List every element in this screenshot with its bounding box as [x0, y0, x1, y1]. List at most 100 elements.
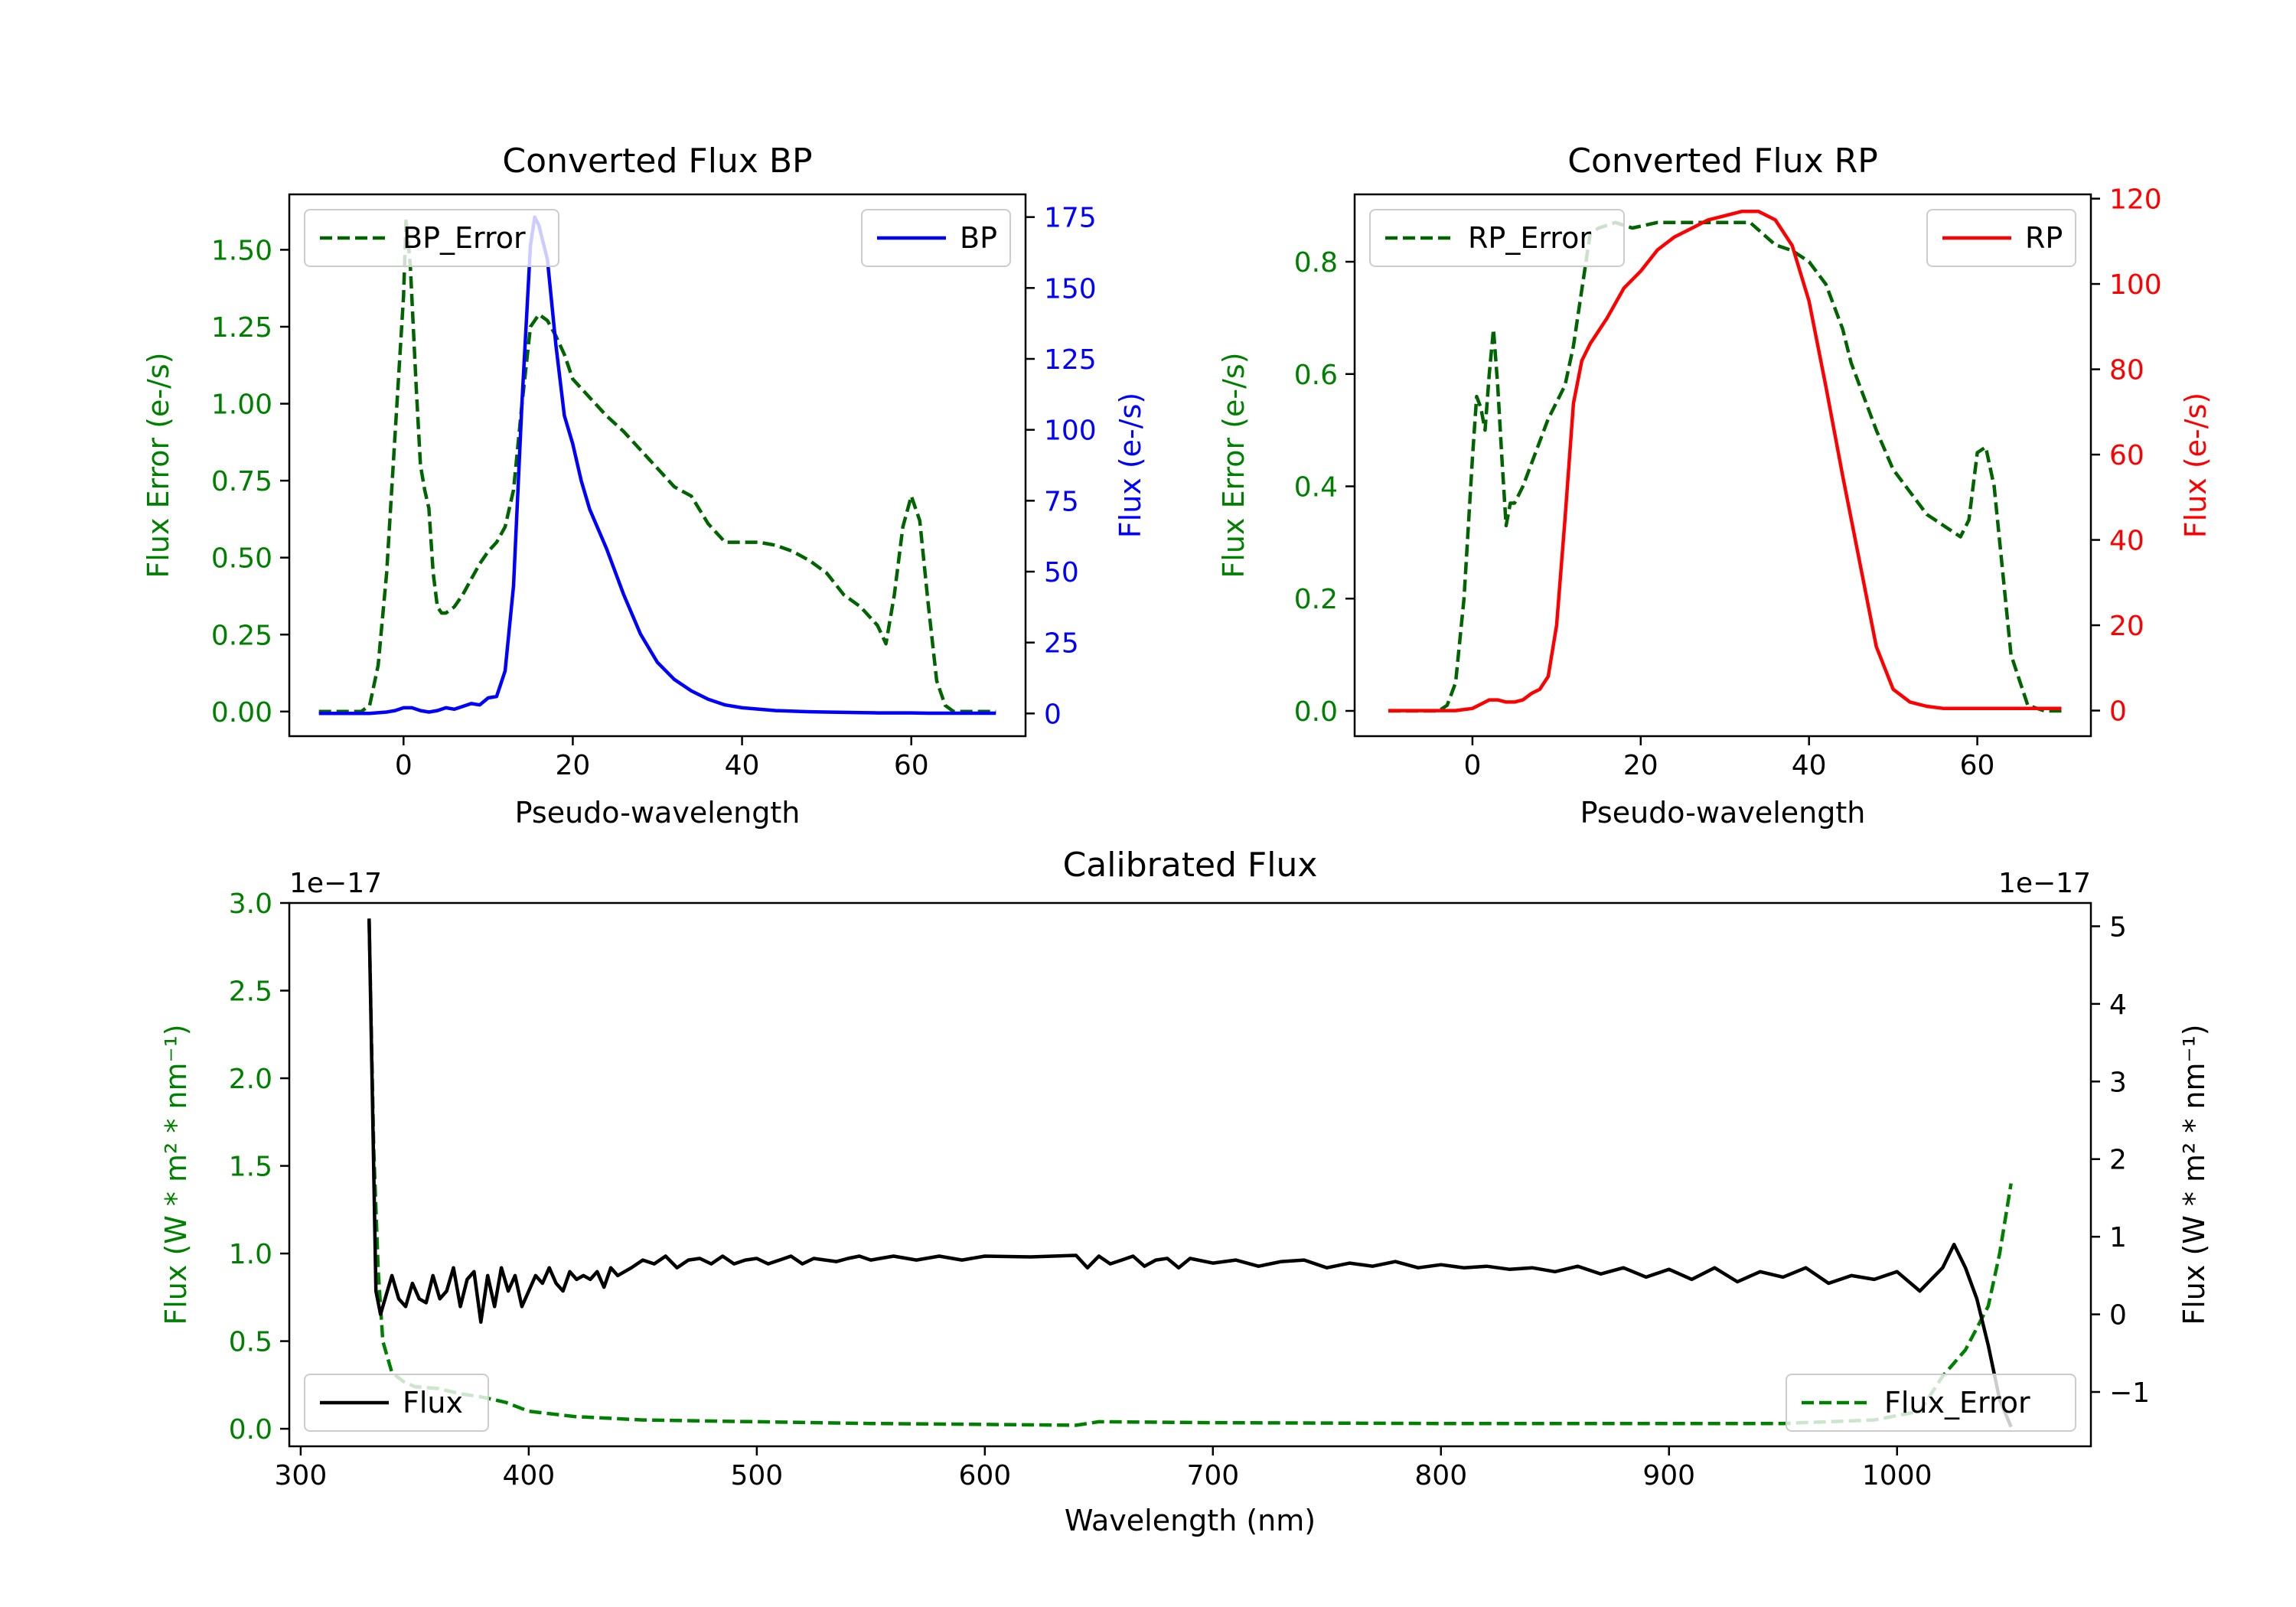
x-tick-label: 800 — [1414, 1460, 1467, 1491]
x-tick-label: 600 — [958, 1460, 1011, 1491]
y-right-tick-label: 1 — [2109, 1222, 2127, 1253]
y-right-tick-label: 25 — [1044, 628, 1079, 660]
chart-title: Converted Flux BP — [502, 142, 812, 181]
x-tick-label: 700 — [1186, 1460, 1239, 1491]
y-right-tick-label: 80 — [2109, 355, 2144, 386]
y-left-tick-label: 1.0 — [229, 1239, 272, 1270]
axes-frame — [288, 901, 2092, 1448]
y-right-tick-label: 40 — [2109, 526, 2144, 557]
x-tick-label: 60 — [894, 750, 929, 781]
y-right-tick-label: 175 — [1044, 203, 1097, 234]
legend-box — [304, 1374, 489, 1432]
legend-box — [1786, 1374, 2076, 1432]
y-right-axis-label: Flux (e-/s) — [2179, 393, 2213, 538]
y-right-tick-label: 5 — [2109, 911, 2127, 943]
y-left-tick-label: 0.50 — [211, 543, 272, 575]
x-tick-label: 40 — [1792, 750, 1827, 781]
y-right-axis-label: Flux (e-/s) — [1114, 393, 1147, 538]
legend-label: BP_Error — [403, 221, 526, 255]
y-left-tick-label: 0.25 — [211, 620, 272, 651]
chart-title: Calibrated Flux — [1063, 846, 1318, 885]
legend-flux: Flux — [304, 1374, 489, 1432]
legend-label: Flux — [403, 1386, 463, 1420]
plot-area — [1388, 210, 2062, 713]
y-left-tick-label: 1.50 — [211, 235, 272, 266]
x-axis-label: Wavelength (nm) — [1065, 1504, 1316, 1537]
y-left-tick-label: 0.4 — [1294, 472, 1338, 504]
legend-rp-error: RP_Error — [1369, 209, 1625, 267]
legend-bp: BP — [861, 209, 1011, 267]
y-left-tick-label: 0.0 — [229, 1414, 272, 1446]
x-tick-label: 400 — [503, 1460, 556, 1491]
y-right-tick-label: 2 — [2109, 1145, 2127, 1176]
offset-label-right: 1e−17 — [1998, 868, 2091, 899]
y-left-tick-label: 0.2 — [1294, 584, 1338, 615]
legend-box — [1369, 209, 1625, 267]
series-line-flux-error — [367, 920, 2013, 1427]
x-tick-label: 60 — [1960, 750, 1995, 781]
y-left-tick-label: 1.25 — [211, 312, 272, 344]
y-left-tick-label: 2.0 — [229, 1064, 272, 1095]
y-right-axis-label: Flux (W * m² * nm⁻¹) — [2177, 1024, 2211, 1325]
y-right-tick-label: 100 — [1044, 416, 1097, 447]
legend-flux-error: Flux_Error — [1786, 1374, 2076, 1432]
y-right-tick-label: 60 — [2109, 440, 2144, 471]
y-left-tick-label: 1.00 — [211, 390, 272, 421]
y-left-tick-label: 0.00 — [211, 697, 272, 729]
legend-label: Flux_Error — [1884, 1386, 2030, 1420]
y-left-tick-label: 0.8 — [1294, 247, 1338, 279]
y-left-tick-label: 0.5 — [229, 1327, 272, 1358]
y-left-tick-label: 1.5 — [229, 1152, 272, 1183]
x-tick-label: 0 — [1463, 750, 1481, 781]
legend-label: BP — [960, 221, 997, 255]
y-left-tick-label: 3.0 — [229, 888, 272, 920]
legend-label: RP_Error — [1468, 221, 1591, 255]
series-line-rp-error — [1388, 220, 2062, 713]
x-tick-label: 300 — [275, 1460, 328, 1491]
y-right-tick-label: 120 — [2109, 184, 2162, 216]
x-tick-label: 20 — [1623, 750, 1658, 781]
y-right-tick-label: 125 — [1044, 344, 1097, 376]
x-axis-label: Pseudo-wavelength — [1580, 796, 1866, 830]
chart-title: Converted Flux RP — [1567, 142, 1878, 181]
y-right-tick-label: 4 — [2109, 989, 2127, 1021]
y-left-tick-label: 0.6 — [1294, 360, 1338, 391]
axes-frame — [1353, 193, 2092, 738]
legend-rp: RP — [1926, 209, 2076, 267]
x-axis-label: Pseudo-wavelength — [515, 796, 801, 830]
x-tick-label: 40 — [725, 750, 760, 781]
x-tick-label: 900 — [1642, 1460, 1695, 1491]
y-left-tick-label: 2.5 — [229, 976, 272, 1008]
plot-area — [318, 215, 996, 715]
y-right-tick-label: 50 — [1044, 557, 1079, 588]
y-left-axis-label: Flux Error (e-/s) — [1217, 352, 1251, 578]
x-tick-label: 500 — [730, 1460, 783, 1491]
y-right-tick-label: 0 — [2109, 1300, 2127, 1332]
y-left-tick-label: 0.75 — [211, 466, 272, 497]
y-left-axis-label: Flux (W * m² * nm⁻¹) — [159, 1024, 193, 1325]
axes-frame — [288, 193, 1027, 738]
offset-label-left: 1e−17 — [289, 868, 382, 899]
chart-panel-2: 0 20 40 60 0.0 0.2 0.4 0.6 0.8 0 20 40 60 80 100 120 Con… — [1217, 142, 2213, 830]
legend-bp-error: BP_Error — [304, 209, 559, 267]
y-left-axis-label: Flux Error (e-/s) — [142, 352, 175, 578]
y-right-tick-label: 150 — [1044, 273, 1097, 305]
legend-label: RP — [2025, 221, 2063, 255]
series-line-bp-error — [318, 217, 996, 714]
x-tick-label: 20 — [556, 750, 591, 781]
y-right-tick-label: 3 — [2109, 1067, 2127, 1098]
chart-panel-1: 0 20 40 60 0.00 0.25 0.50 0.75 1.00 1.25 1.50 0 25 50… — [142, 142, 1147, 830]
legend-box — [304, 209, 559, 267]
x-tick-label: 0 — [395, 750, 413, 781]
y-right-tick-label: 0 — [2109, 696, 2127, 728]
plot-area — [367, 918, 2013, 1428]
y-right-tick-label: 0 — [1044, 699, 1062, 730]
y-left-tick-label: 0.0 — [1294, 696, 1338, 728]
y-right-tick-label: 75 — [1044, 486, 1079, 517]
x-tick-label: 1000 — [1862, 1460, 1932, 1491]
series-line-rp — [1388, 210, 2062, 712]
y-right-tick-label: 20 — [2109, 611, 2144, 642]
y-right-tick-label: 100 — [2109, 269, 2162, 301]
series-line-bp — [318, 215, 996, 715]
